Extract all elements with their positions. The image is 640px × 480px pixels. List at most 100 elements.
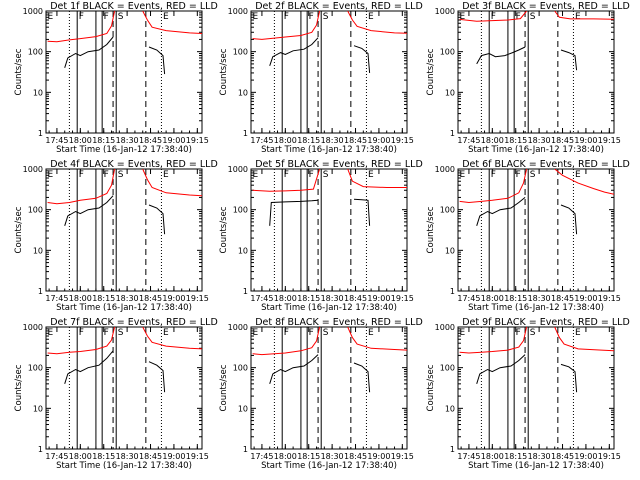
series-lld-segment <box>347 169 407 188</box>
marker-label: F <box>516 12 521 22</box>
x-tick-label: 18:15 <box>504 136 527 145</box>
y-axis-label: Counts/sec <box>426 48 436 95</box>
panel-9: Det 9f BLACK = Events, RED = LLD 1 10 100 10… <box>426 317 630 471</box>
x-tick-label: 18:45 <box>139 136 162 145</box>
series-events-segment <box>353 45 371 73</box>
y-tick-label: 10 <box>238 404 248 413</box>
series-lld-segment <box>47 11 116 43</box>
y-tick-label: 1000 <box>23 323 43 332</box>
series-lld-segment <box>347 11 407 34</box>
x-tick-label: 17:45 <box>45 452 68 461</box>
x-tick-label: 19:00 <box>574 294 597 303</box>
y-axis-label: Counts/sec <box>219 206 229 253</box>
x-tick-label: 17:45 <box>45 294 68 303</box>
x-tick-label: 18:15 <box>92 452 115 461</box>
marker-label: E <box>253 328 259 338</box>
x-tick-label: 18:15 <box>504 452 527 461</box>
marker-label: F <box>284 170 289 180</box>
marker-label: E <box>253 170 259 180</box>
plot-frame <box>45 326 203 450</box>
marker-label: S <box>118 12 124 22</box>
marker-label: E <box>48 12 54 22</box>
x-axis-label: Start Time (16-Jan-12 17:38:40) <box>56 303 192 313</box>
series-lld-segment <box>554 327 614 352</box>
y-axis-label: Counts/sec <box>426 364 436 411</box>
marker-label: F <box>79 170 84 180</box>
y-tick-label: 1000 <box>228 323 248 332</box>
y-tick-label: 1000 <box>435 323 455 332</box>
marker-label: S <box>530 170 536 180</box>
series-events-segment <box>353 198 371 226</box>
x-tick-label: 18:30 <box>528 452 551 461</box>
marker-label: F <box>491 328 496 338</box>
y-tick-label: 1 <box>243 287 248 296</box>
x-tick-label: 19:00 <box>367 136 390 145</box>
y-tick-label: 10 <box>238 88 248 97</box>
series-events-segment <box>269 354 319 384</box>
series-events-segment <box>64 36 114 68</box>
marker-label: F <box>309 170 314 180</box>
x-tick-label: 17:45 <box>457 136 480 145</box>
marker-label: E <box>163 12 169 22</box>
plot-frame <box>45 10 203 134</box>
panel-1: Det 1f BLACK = Events, RED = LLD 1 10 100 10… <box>14 1 218 155</box>
series-lld-segment <box>554 169 614 195</box>
plot-frame <box>457 326 615 450</box>
y-axis-label: Counts/sec <box>14 206 24 253</box>
y-tick-label: 100 <box>440 364 455 373</box>
panel-title: Det 7f BLACK = Events, RED = LLD <box>50 317 218 328</box>
x-tick-label: 17:45 <box>250 294 273 303</box>
series-events-segment <box>269 199 319 226</box>
panel-title: Det 1f BLACK = Events, RED = LLD <box>50 1 218 12</box>
x-tick-label: 18:00 <box>274 294 297 303</box>
x-tick-label: 18:45 <box>551 294 574 303</box>
series-events-segment <box>148 46 166 75</box>
panel-title: Det 6f BLACK = Events, RED = LLD <box>462 159 630 170</box>
x-tick-label: 18:15 <box>297 294 320 303</box>
x-tick-label: 19:15 <box>598 452 621 461</box>
panel-title: Det 2f BLACK = Events, RED = LLD <box>255 1 423 12</box>
y-tick-label: 100 <box>233 364 248 373</box>
plot-frame <box>457 168 615 292</box>
marker-label: F <box>491 12 496 22</box>
y-tick-label: 100 <box>440 48 455 57</box>
series-lld-segment <box>47 327 116 355</box>
y-axis-label: Counts/sec <box>219 364 229 411</box>
x-axis-label: Start Time (16-Jan-12 17:38:40) <box>56 461 192 471</box>
x-axis-label: Start Time (16-Jan-12 17:38:40) <box>468 145 604 155</box>
x-tick-label: 19:15 <box>186 452 209 461</box>
marker-label: F <box>309 12 314 22</box>
y-tick-label: 1000 <box>435 7 455 16</box>
series-events-segment <box>148 204 166 235</box>
x-tick-label: 19:00 <box>367 294 390 303</box>
y-tick-label: 10 <box>33 404 43 413</box>
x-tick-label: 18:45 <box>344 136 367 145</box>
x-tick-label: 18:15 <box>504 294 527 303</box>
series-lld-segment <box>142 11 202 34</box>
marker-label: F <box>516 170 521 180</box>
x-tick-label: 19:00 <box>162 452 185 461</box>
y-tick-label: 1000 <box>435 165 455 174</box>
x-tick-label: 18:45 <box>551 136 574 145</box>
series-events-segment <box>560 363 578 393</box>
y-tick-label: 10 <box>33 88 43 97</box>
series-events-segment <box>269 37 319 66</box>
y-tick-label: 1 <box>38 129 43 138</box>
x-tick-label: 19:15 <box>391 452 414 461</box>
plot-frame <box>45 168 203 292</box>
marker-label: F <box>104 328 109 338</box>
panel-title: Det 5f BLACK = Events, RED = LLD <box>255 159 423 170</box>
series-events-segment <box>148 361 166 393</box>
series-events-segment <box>560 204 578 235</box>
x-tick-label: 18:00 <box>69 136 92 145</box>
marker-label: E <box>575 12 581 22</box>
x-tick-label: 17:45 <box>457 452 480 461</box>
x-tick-label: 18:30 <box>321 294 344 303</box>
marker-label: S <box>323 170 329 180</box>
x-tick-label: 18:30 <box>321 452 344 461</box>
x-tick-label: 19:00 <box>162 294 185 303</box>
series-events-segment <box>560 49 578 71</box>
marker-label: E <box>253 12 259 22</box>
marker-label: E <box>368 12 374 22</box>
marker-label: E <box>48 328 54 338</box>
